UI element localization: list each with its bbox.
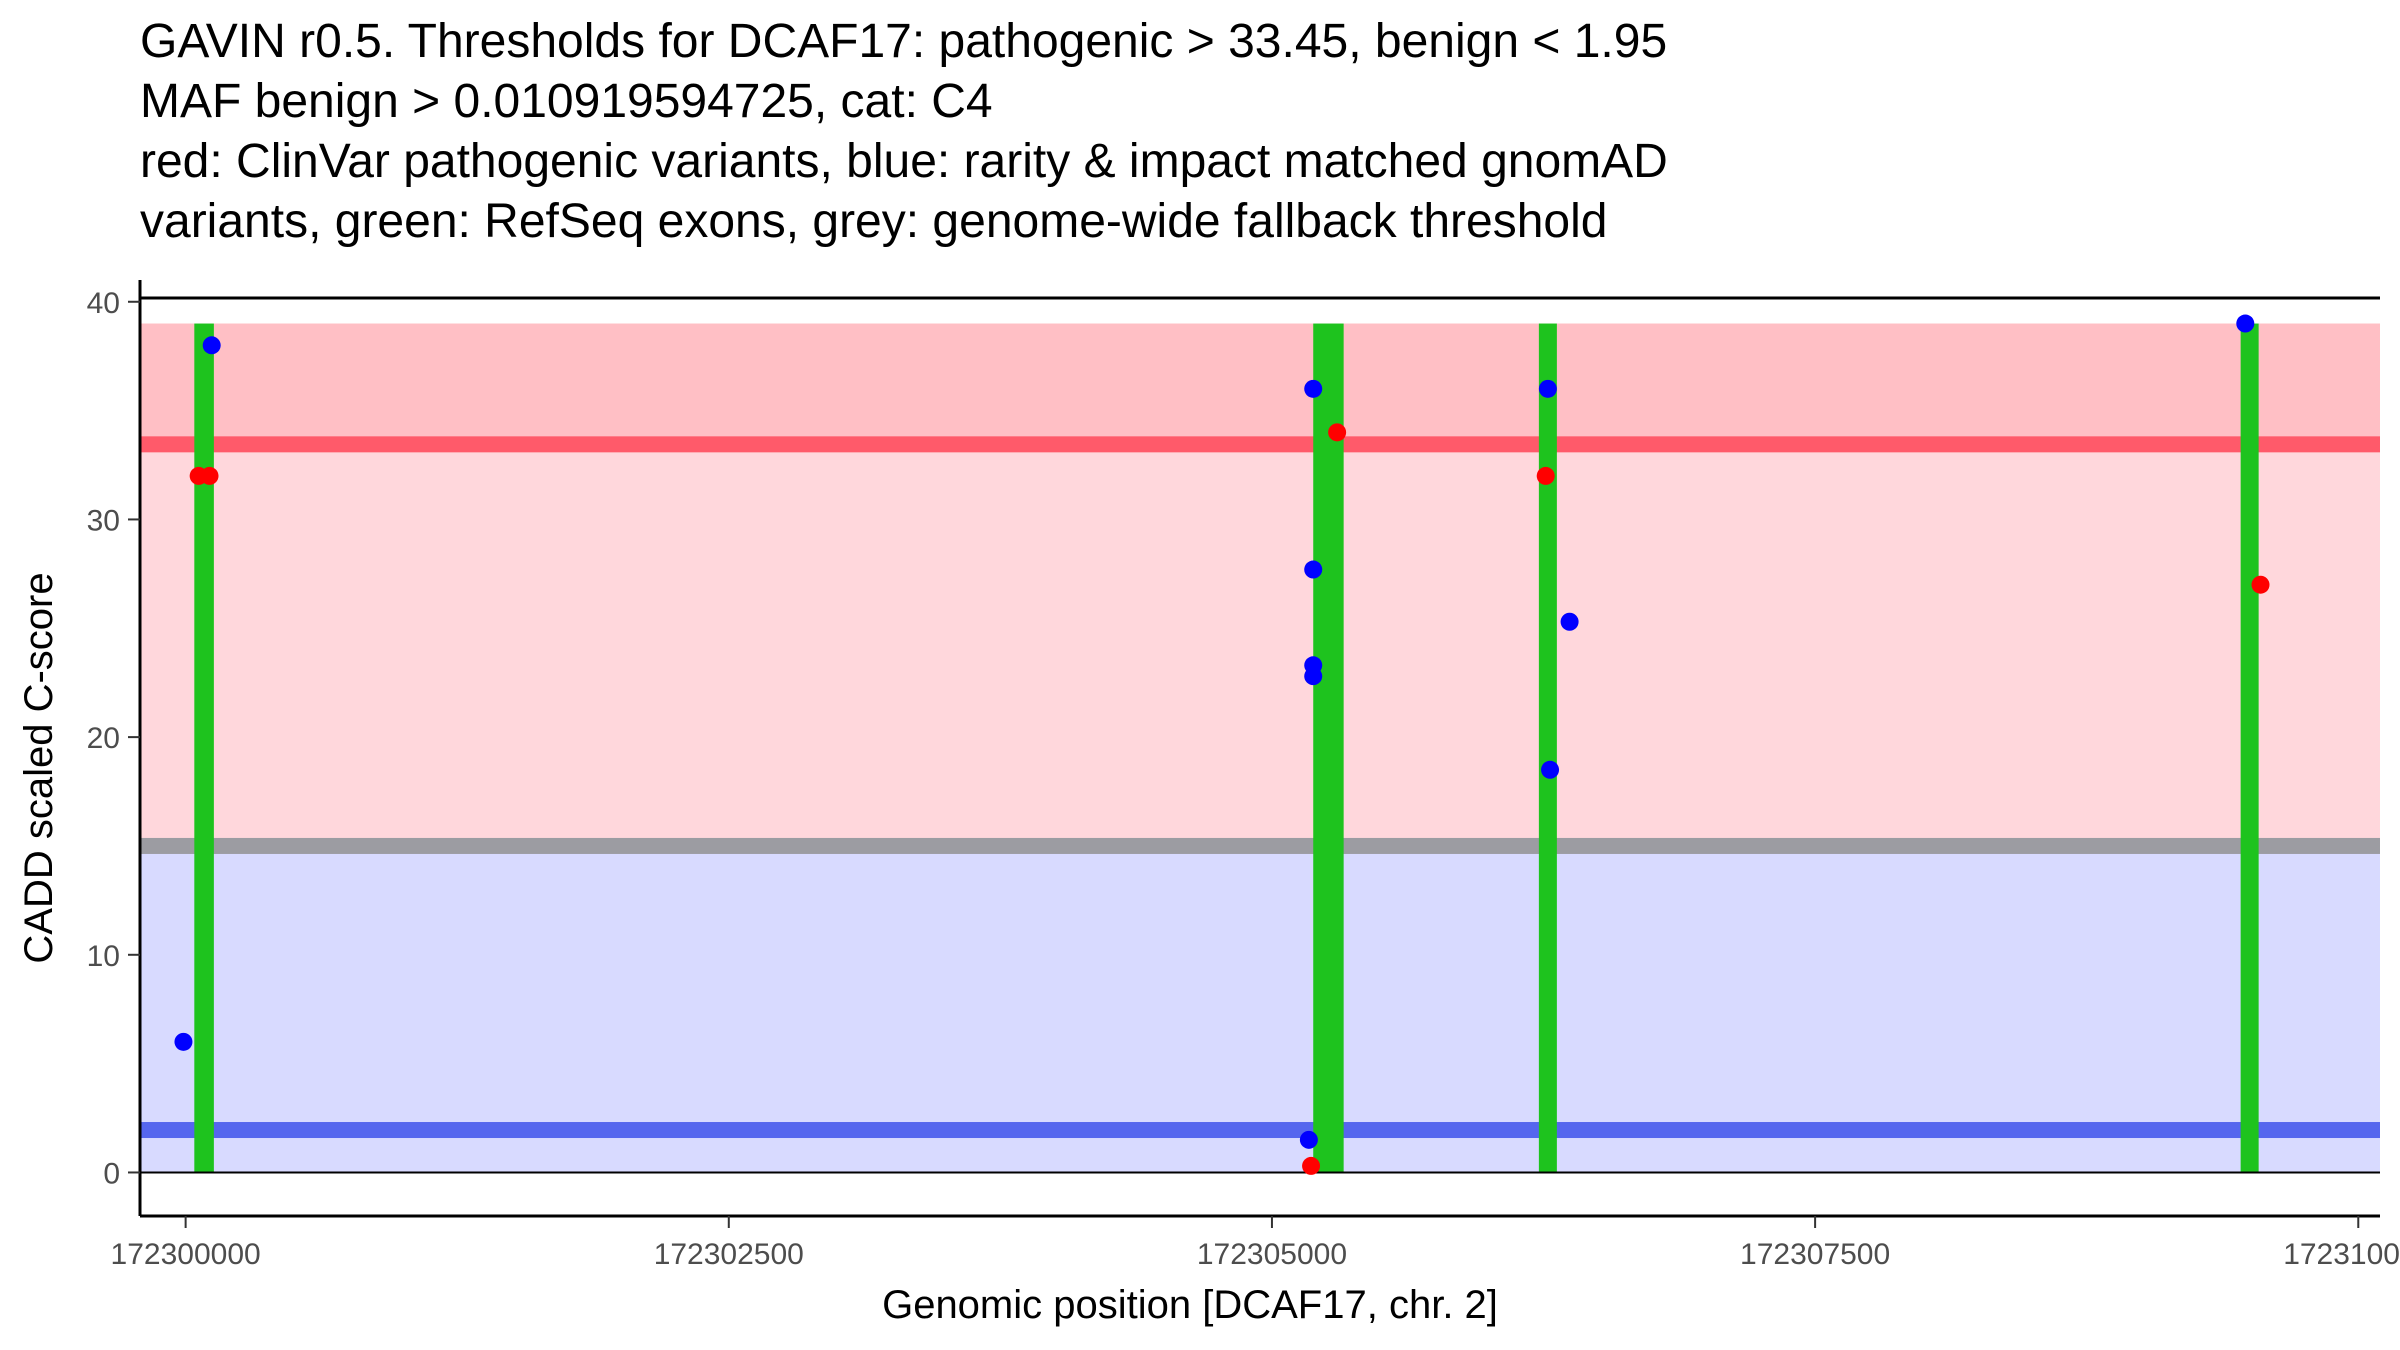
gnomad-point-6: [1304, 667, 1323, 686]
gnomad-point-4: [1304, 560, 1323, 579]
chart-title: GAVIN r0.5. Thresholds for DCAF17: patho…: [140, 12, 2360, 252]
title-line-1: GAVIN r0.5. Thresholds for DCAF17: patho…: [140, 15, 1668, 68]
x-tick-label-3: 172305000: [1197, 1238, 1347, 1271]
benign-zone: [140, 839, 2380, 1173]
gnomad-point-11: [2236, 314, 2255, 333]
y-tick-label-0: 0: [103, 1157, 120, 1190]
exon-bar-2: [1313, 323, 1344, 1173]
gnomad-point-3: [1304, 379, 1323, 398]
x-tick-label-5: 172310000: [2283, 1238, 2400, 1271]
exon-bar-3: [1538, 323, 1557, 1173]
clinvar-point-4: [1302, 1156, 1321, 1175]
strong-pathogenic-zone: [140, 323, 2380, 445]
y-tick-label-40: 40: [87, 287, 120, 320]
gnomad-point-7: [1299, 1130, 1318, 1149]
pathogenic-threshold: [140, 436, 2380, 453]
clinvar-point-5: [1536, 466, 1555, 485]
gnomad-point-8: [1538, 379, 1557, 398]
fallback-threshold: [140, 837, 2380, 854]
title-line-2: MAF benign > 0.010919594725, cat: C4: [140, 75, 993, 128]
gnomad-point-2: [174, 1032, 193, 1051]
x-axis-label: Genomic position [DCAF17, chr. 2]: [882, 1283, 1498, 1327]
clinvar-point-2: [200, 466, 219, 485]
title-line-3: red: ClinVar pathogenic variants, blue: …: [140, 135, 1668, 188]
title-line-4: variants, green: RefSeq exons, grey: gen…: [140, 195, 1608, 248]
x-tick-label-2: 172302500: [654, 1238, 804, 1271]
exon-bar-1: [194, 323, 214, 1173]
exon-bar-4: [2240, 323, 2259, 1173]
gnomad-point-10: [1560, 612, 1579, 631]
x-tick-label-4: 172307500: [1740, 1238, 1890, 1271]
x-tick-label-1: 172300000: [111, 1238, 261, 1271]
benign-threshold: [140, 1122, 2380, 1139]
y-tick-label-10: 10: [87, 940, 120, 973]
gnomad-point-1: [202, 336, 221, 355]
y-tick-label-30: 30: [87, 504, 120, 537]
y-axis-label: CADD scaled C-score: [17, 572, 61, 963]
y-tick-label-20: 20: [87, 722, 120, 755]
clinvar-point-6: [2251, 575, 2270, 594]
gnomad-point-9: [1541, 760, 1560, 779]
clinvar-point-3: [1328, 423, 1347, 442]
